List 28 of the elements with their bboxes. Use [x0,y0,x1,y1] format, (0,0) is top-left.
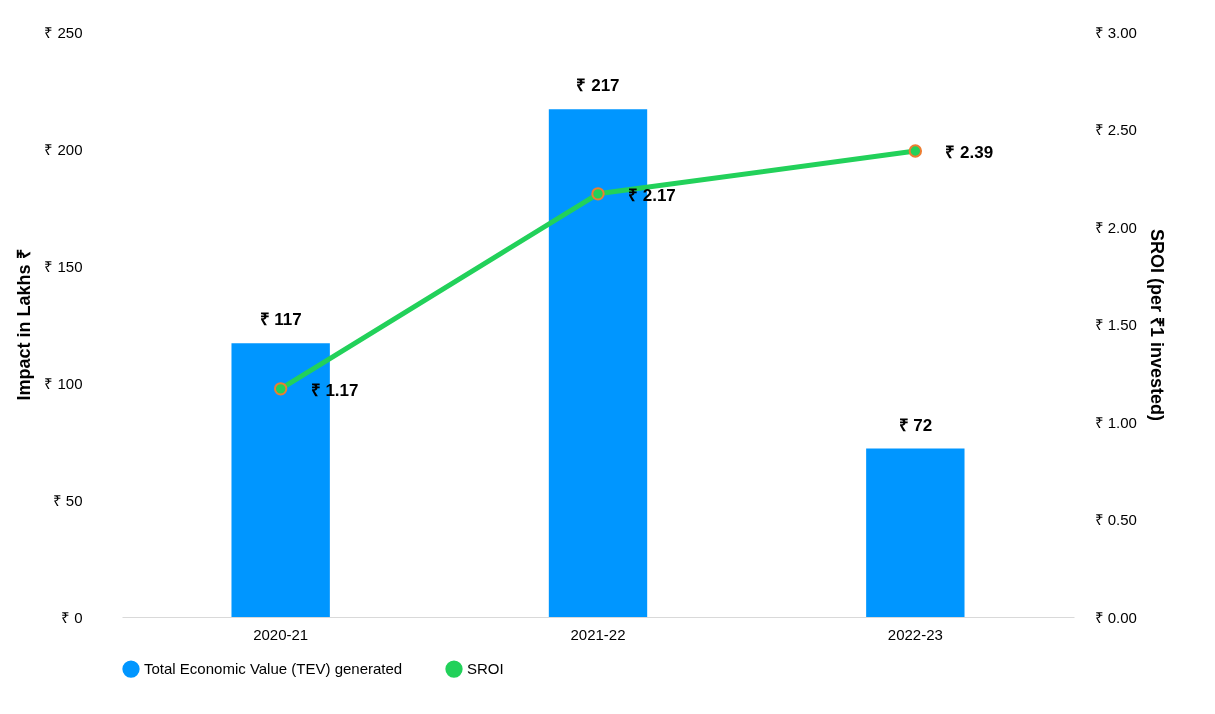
y2-tick-label: ₹ 0.00 [1094,608,1137,626]
y-tick-label: ₹ 200 [44,140,83,158]
y2-tick-label: ₹ 1.00 [1094,413,1137,431]
y2-tick-label: ₹ 3.00 [1094,23,1137,41]
y2-tick-label: ₹ 2.50 [1094,121,1137,138]
y-tick-label: ₹ 150 [44,257,83,275]
data-label: ₹ 217 [576,76,620,96]
point [908,144,923,158]
y2-tick-label: ₹ 1.50 [1094,316,1137,333]
y-tick-label: ₹ 50 [52,491,83,509]
y2-tick-label: ₹ 2.00 [1094,218,1137,236]
y2-tick-label: ₹ 0.50 [1094,511,1137,528]
y-tick-label: ₹ 250 [44,23,83,41]
y-tick-label: ₹ 100 [44,374,83,392]
legend-label: SROI [467,660,504,678]
y-tick-label: ₹ 0 [60,608,83,626]
bar [866,448,965,617]
x-tick-label: 2021-22 [570,625,626,643]
data-label: ₹ 117 [259,310,302,330]
y-axis-title: Impact in Lakhs ₹ [14,249,35,401]
data-label: ₹ 2.39 [945,142,994,162]
data-label: ₹ 72 [898,415,933,435]
point [591,187,605,201]
x-tick-label: 2020-21 [253,625,309,643]
legend-label: Total Economic Value (TEV) generated [144,660,403,678]
y2-axis-title: SROI (per ₹1 invested) [1146,228,1167,422]
x-tick-label: 2022-23 [887,625,943,643]
point [273,382,288,396]
